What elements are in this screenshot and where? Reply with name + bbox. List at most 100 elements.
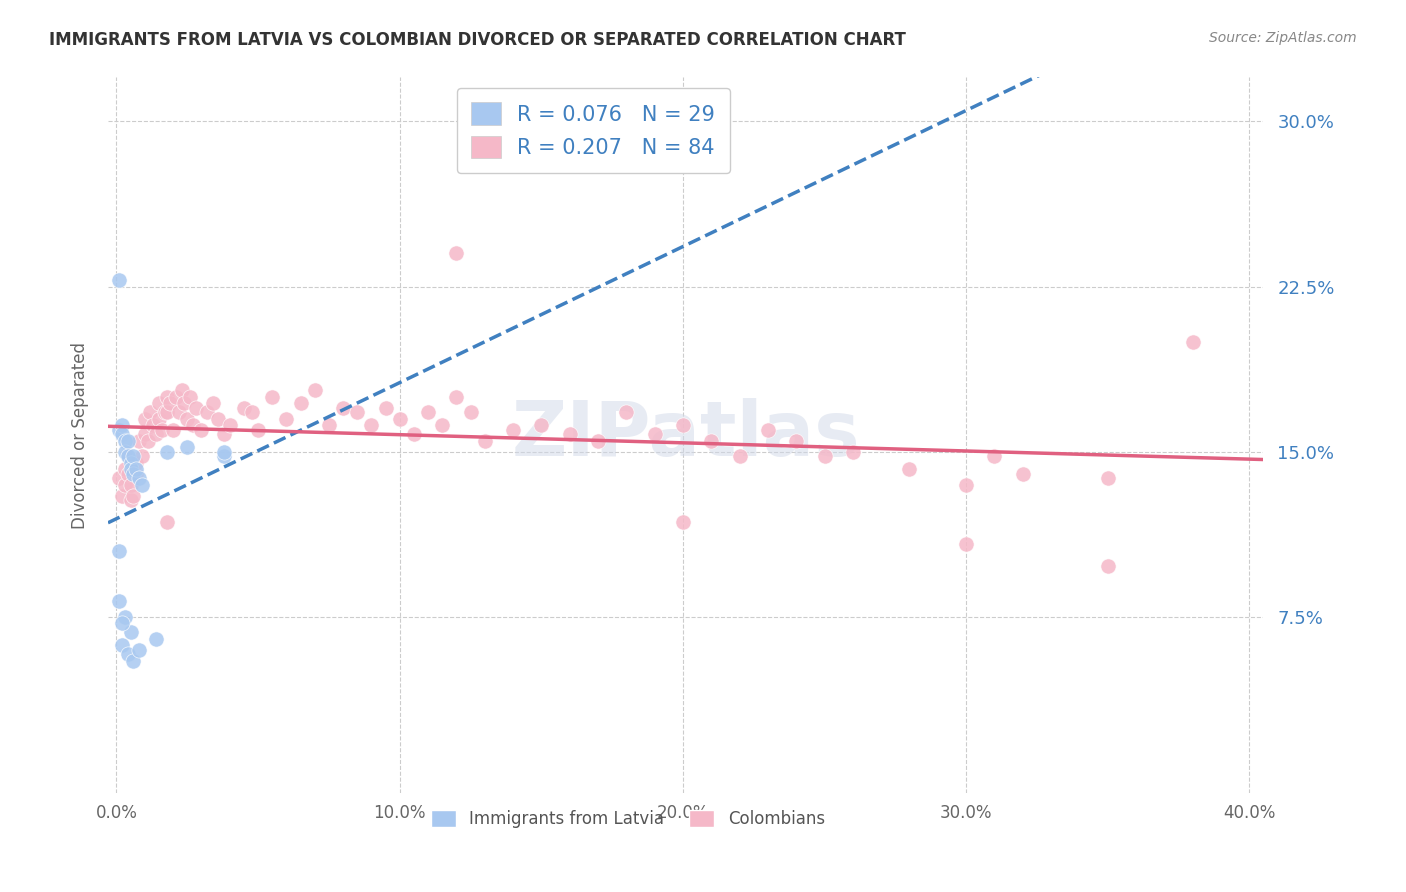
Point: [159, 396, 181, 410]
Point: [212, 444, 235, 458]
Point: [145, 426, 167, 441]
Point: [360, 418, 382, 433]
Point: [474, 434, 496, 448]
Point: [108, 594, 131, 608]
Point: [114, 609, 136, 624]
Point: [955, 477, 977, 491]
Point: [114, 477, 136, 491]
Point: [212, 449, 235, 463]
Point: [402, 426, 425, 441]
Point: [460, 405, 482, 419]
Point: [530, 418, 553, 433]
Point: [108, 273, 131, 287]
Point: [117, 449, 139, 463]
Point: [207, 411, 229, 425]
Point: [125, 467, 148, 481]
Point: [156, 444, 179, 458]
Point: [111, 418, 134, 433]
Point: [128, 471, 150, 485]
Point: [156, 405, 179, 419]
Point: [108, 423, 131, 437]
Point: [114, 462, 136, 476]
Point: [1011, 467, 1033, 481]
Point: [179, 390, 201, 404]
Point: [983, 449, 1005, 463]
Point: [122, 467, 145, 481]
Point: [842, 444, 865, 458]
Point: [785, 434, 807, 448]
Point: [120, 456, 142, 470]
Point: [150, 423, 173, 437]
Point: [117, 449, 139, 463]
Point: [756, 423, 779, 437]
Point: [131, 449, 153, 463]
Point: [304, 383, 326, 397]
Point: [122, 489, 145, 503]
Point: [114, 434, 136, 448]
Point: [898, 462, 921, 476]
Point: [128, 434, 150, 448]
Point: [120, 625, 142, 640]
Point: [131, 477, 153, 491]
Point: [173, 396, 195, 410]
Text: Source: ZipAtlas.com: Source: ZipAtlas.com: [1209, 31, 1357, 45]
Point: [142, 418, 165, 433]
Point: [446, 390, 468, 404]
Point: [120, 462, 142, 476]
Point: [125, 456, 148, 470]
Legend: Immigrants from Latvia, Colombians: Immigrants from Latvia, Colombians: [425, 803, 831, 834]
Point: [167, 405, 190, 419]
Point: [176, 440, 198, 454]
Point: [128, 642, 150, 657]
Point: [120, 493, 142, 508]
Point: [190, 423, 212, 437]
Point: [232, 401, 254, 415]
Point: [136, 434, 159, 448]
Point: [346, 405, 368, 419]
Point: [262, 390, 284, 404]
Point: [134, 411, 156, 425]
Point: [388, 411, 411, 425]
Point: [153, 405, 176, 419]
Point: [813, 449, 835, 463]
Point: [134, 426, 156, 441]
Point: [122, 449, 145, 463]
Point: [446, 246, 468, 260]
Point: [332, 401, 354, 415]
Point: [165, 390, 187, 404]
Point: [1097, 559, 1119, 574]
Point: [700, 434, 723, 448]
Y-axis label: Divorced or Separated: Divorced or Separated: [72, 342, 89, 529]
Point: [374, 401, 396, 415]
Point: [156, 515, 179, 529]
Point: [502, 423, 524, 437]
Point: [122, 654, 145, 668]
Point: [218, 418, 240, 433]
Point: [156, 390, 179, 404]
Point: [728, 449, 751, 463]
Point: [614, 405, 637, 419]
Point: [145, 632, 167, 646]
Point: [644, 426, 666, 441]
Point: [111, 616, 134, 631]
Point: [170, 383, 193, 397]
Point: [430, 418, 453, 433]
Point: [955, 537, 977, 551]
Point: [242, 405, 264, 419]
Point: [111, 489, 134, 503]
Point: [181, 418, 204, 433]
Point: [212, 426, 235, 441]
Point: [416, 405, 439, 419]
Point: [1181, 334, 1204, 349]
Point: [672, 418, 695, 433]
Point: [148, 411, 170, 425]
Point: [108, 471, 131, 485]
Point: [586, 434, 609, 448]
Point: [176, 411, 198, 425]
Point: [290, 396, 312, 410]
Text: ZIPatlas: ZIPatlas: [512, 398, 860, 472]
Point: [558, 426, 581, 441]
Point: [148, 396, 170, 410]
Point: [1097, 471, 1119, 485]
Point: [117, 467, 139, 481]
